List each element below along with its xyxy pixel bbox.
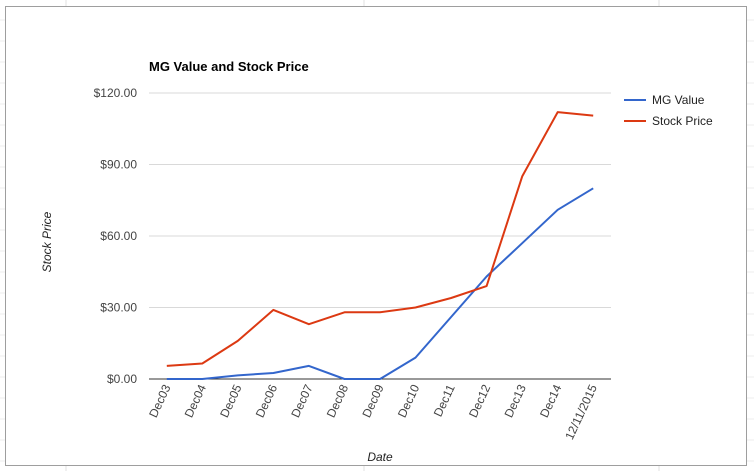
data-point[interactable]: [343, 377, 347, 381]
legend-item[interactable]: Stock Price: [624, 114, 713, 128]
x-tick-label: Dec13: [502, 382, 529, 420]
data-point[interactable]: [307, 364, 311, 368]
x-tick-label: Dec14: [537, 382, 564, 420]
data-point[interactable]: [556, 208, 560, 212]
data-point[interactable]: [307, 322, 311, 326]
data-point[interactable]: [165, 364, 169, 368]
legend-item[interactable]: MG Value: [624, 93, 705, 107]
x-tick-label: Dec03: [146, 382, 173, 420]
data-point[interactable]: [236, 339, 240, 343]
x-tick-label: Dec05: [217, 382, 244, 420]
y-tick-label: $30.00: [100, 301, 137, 315]
series-line-0: [166, 187, 594, 380]
data-point[interactable]: [271, 371, 275, 375]
x-tick-label: 12/11/2015: [562, 382, 600, 442]
data-point[interactable]: [200, 377, 204, 381]
legend-label: MG Value: [652, 93, 705, 107]
x-tick-label: Dec11: [431, 382, 458, 419]
x-axis-tick-labels: Dec03 Dec04 Dec05 Dec06 Dec07 Dec08 Dec09 Dec10…: [146, 382, 600, 442]
line-chart: MG Value and Stock Price $0.00 $30.00 $60.…: [40, 59, 713, 464]
data-point[interactable]: [556, 110, 560, 114]
y-tick-label: $60.00: [100, 229, 137, 243]
x-axis-title: Date: [367, 450, 393, 464]
data-point[interactable]: [378, 377, 382, 381]
chart-gridlines: [149, 92, 611, 308]
data-point[interactable]: [165, 377, 169, 381]
data-point[interactable]: [591, 114, 595, 118]
chart-title: MG Value and Stock Price: [149, 59, 309, 74]
data-point[interactable]: [414, 356, 418, 360]
data-point[interactable]: [449, 315, 453, 319]
x-tick-label: Dec09: [359, 382, 386, 420]
x-tick-label: Dec06: [253, 382, 280, 420]
y-tick-label: $90.00: [100, 158, 137, 172]
chart-container[interactable]: MG Value and Stock Price $0.00 $30.00 $60.…: [5, 6, 747, 466]
x-tick-label: Dec08: [324, 382, 351, 420]
data-point[interactable]: [378, 310, 382, 314]
data-point[interactable]: [485, 284, 489, 288]
x-tick-label: Dec10: [395, 382, 422, 420]
data-point[interactable]: [271, 308, 275, 312]
data-point[interactable]: [414, 306, 418, 310]
x-tick-label: Dec12: [466, 382, 493, 420]
legend-label: Stock Price: [652, 114, 713, 128]
series-line-1: [166, 111, 594, 367]
data-point[interactable]: [591, 186, 595, 190]
y-axis-tick-labels: $0.00 $30.00 $60.00 $90.00 $120.00: [94, 86, 138, 386]
data-point[interactable]: [520, 174, 524, 178]
x-tick-label: Dec04: [182, 382, 209, 420]
data-point[interactable]: [200, 362, 204, 366]
y-axis-title: Stock Price: [40, 211, 54, 272]
y-tick-label: $120.00: [94, 86, 138, 100]
x-tick-label: Dec07: [288, 382, 315, 420]
data-point[interactable]: [449, 296, 453, 300]
chart-series: [165, 110, 595, 381]
data-point[interactable]: [343, 310, 347, 314]
chart-legend[interactable]: MG Value Stock Price: [624, 93, 713, 128]
data-point[interactable]: [485, 275, 489, 279]
y-tick-label: $0.00: [107, 372, 137, 386]
data-point[interactable]: [520, 241, 524, 245]
data-point[interactable]: [236, 373, 240, 377]
